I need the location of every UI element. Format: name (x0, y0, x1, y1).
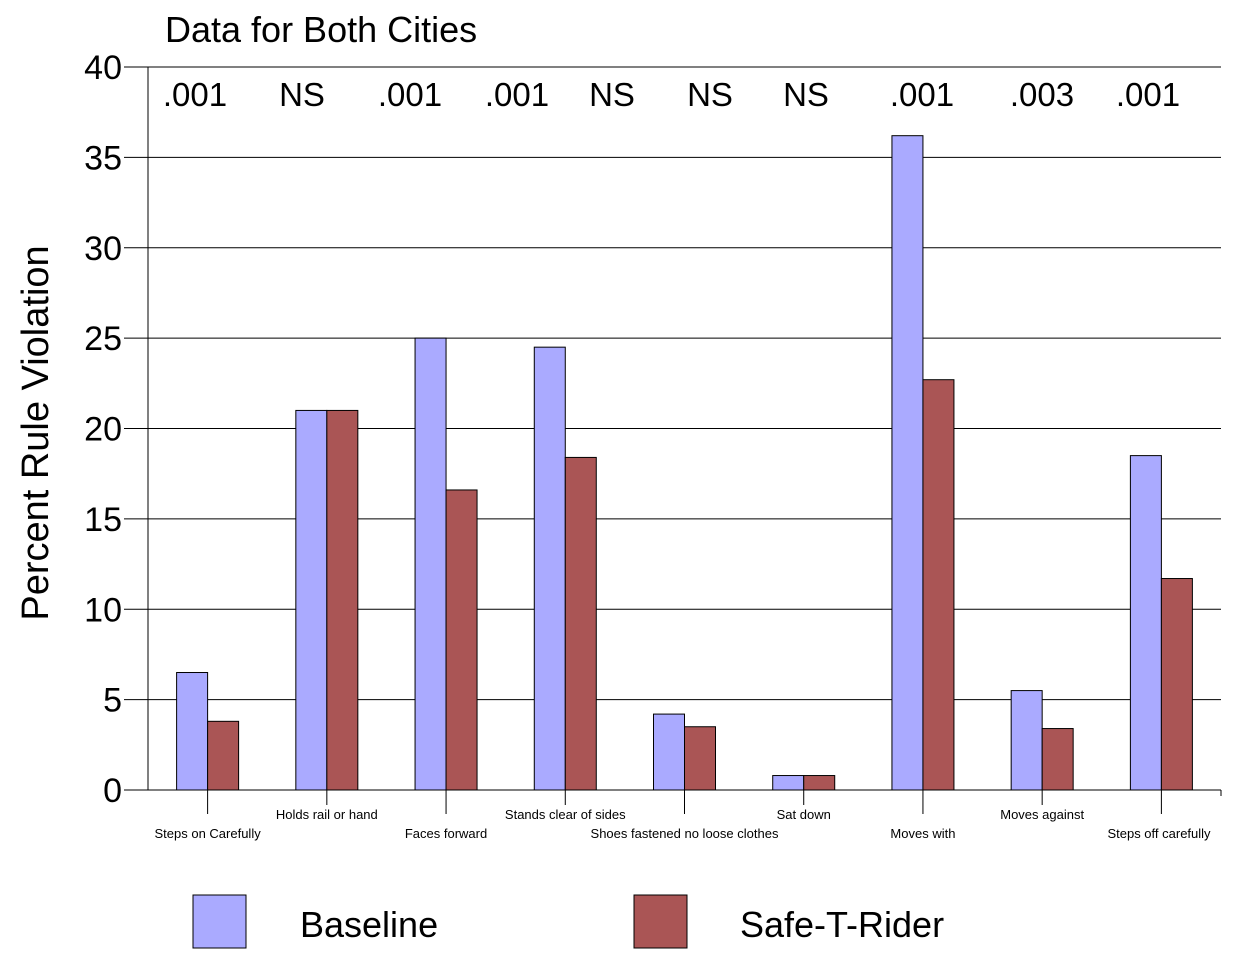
significance-label: .001 (378, 76, 442, 113)
x-category-label: Holds rail or hand (276, 807, 378, 822)
significance-label: NS (279, 76, 325, 113)
significance-label: NS (783, 76, 829, 113)
significance-label: .001 (163, 76, 227, 113)
significance-label: .001 (890, 76, 954, 113)
legend-swatch (192, 894, 247, 949)
bar-baseline (1010, 690, 1043, 791)
bars (176, 135, 1193, 791)
bar-safe-t-rider (684, 726, 716, 791)
x-category-label: Shoes fastened no loose clothes (591, 826, 779, 841)
x-category-label: Moves with (890, 826, 955, 841)
bar-baseline (295, 409, 328, 791)
y-tick-label: 30 (84, 230, 122, 268)
x-category-label: Faces forward (405, 826, 487, 841)
y-tick-label: 20 (84, 411, 122, 449)
x-category-label: Steps on Carefully (154, 826, 261, 841)
legend-label: Baseline (300, 904, 438, 945)
y-tick-label: 25 (84, 320, 122, 358)
x-category-label: Moves against (1000, 807, 1084, 822)
bar-baseline (414, 337, 447, 791)
bar-baseline (891, 135, 924, 791)
y-tick-label: 10 (84, 591, 122, 629)
bar-safe-t-rider (922, 379, 955, 791)
x-category-label: Stands clear of sides (505, 807, 626, 822)
x-category-label: Steps off carefully (1107, 826, 1211, 841)
bar-safe-t-rider (1160, 578, 1193, 791)
x-category-label: Sat down (777, 807, 831, 822)
significance-label: .001 (1116, 76, 1180, 113)
y-tick-label: 5 (103, 682, 122, 720)
legend: Baseline Safe-T-Rider (192, 894, 944, 949)
significance-label: .003 (1010, 76, 1074, 113)
bar-safe-t-rider (326, 409, 359, 791)
bar-safe-t-rider (445, 489, 478, 791)
significance-label: NS (589, 76, 635, 113)
y-tick-label: 35 (84, 139, 122, 177)
y-axis-label: Percent Rule Violation (15, 245, 57, 620)
bar-baseline (1129, 455, 1162, 791)
bar-safe-t-rider (803, 775, 836, 791)
chart-title: Data for Both Cities (165, 9, 477, 50)
y-axis-ticks: 0 5 10 15 20 25 30 35 40 (84, 49, 148, 810)
y-tick-label: 15 (84, 501, 122, 539)
x-axis-categories: Steps on Carefully Holds rail or hand Face… (154, 790, 1211, 841)
legend-swatch (633, 894, 688, 949)
bar-safe-t-rider (564, 456, 597, 791)
bar-baseline (533, 346, 566, 791)
significance-label: NS (687, 76, 733, 113)
bar-safe-t-rider (1041, 728, 1074, 791)
y-tick-label: 0 (103, 772, 122, 810)
y-tick-label: 40 (84, 49, 122, 87)
significance-labels: .001 NS .001 .001 NS NS NS .001 .003 .001 (163, 76, 1180, 113)
significance-label: .001 (485, 76, 549, 113)
bar-safe-t-rider (207, 720, 240, 791)
bar-baseline (176, 672, 209, 791)
bar-baseline (772, 775, 805, 791)
bar-baseline (653, 713, 685, 791)
legend-label: Safe-T-Rider (740, 904, 944, 945)
